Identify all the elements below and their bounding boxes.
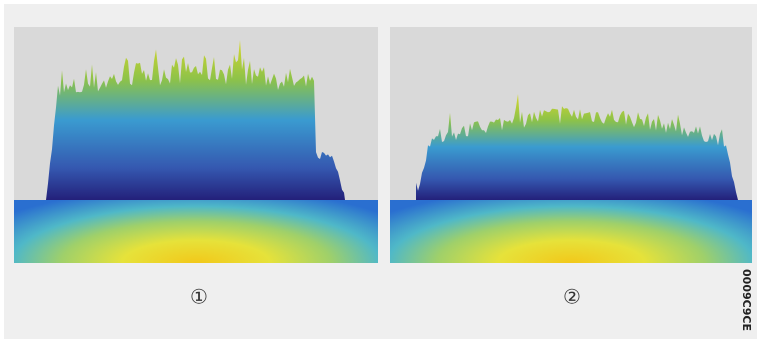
surfaces: [46, 40, 738, 200]
panel-label: ②: [563, 285, 581, 309]
panel-label: ①: [190, 285, 208, 309]
panel-2-heatmap: [390, 200, 752, 263]
surface: [46, 40, 345, 200]
surface: [416, 94, 738, 200]
figure-id: 0009C9CE: [740, 269, 753, 331]
panel-1-heatmap: [14, 200, 378, 263]
